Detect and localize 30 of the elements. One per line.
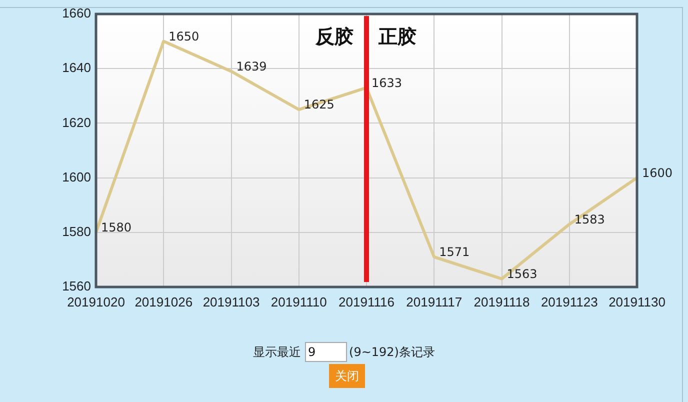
data-label: 1600 <box>642 166 673 180</box>
text: 显示最近 <box>253 344 302 360</box>
data-label: 1583 <box>574 212 605 226</box>
x-tick-label: 20191103 <box>202 294 260 310</box>
number-field: 9 <box>305 342 348 362</box>
data-label: 1650 <box>168 29 200 44</box>
y-tick-label: 1640 <box>62 60 91 76</box>
x-tick-label: 20191110 <box>270 294 327 310</box>
y-tick-label: 1620 <box>62 114 91 130</box>
y-tick-label: 1560 <box>62 278 91 294</box>
data-label: 1633 <box>372 76 402 90</box>
y-tick-label: 1580 <box>62 224 91 239</box>
data-label: 1563 <box>506 266 538 281</box>
annotation: 正胶 <box>378 26 416 48</box>
x-tick-label: 20191118 <box>474 294 530 310</box>
annotation: 反胶 <box>314 26 354 48</box>
x-tick-label: 20191026 <box>134 294 193 310</box>
x-tick-label: 20191117 <box>406 294 462 310</box>
x-tick-label: 20191130 <box>608 294 666 310</box>
x-tick-label: 20191020 <box>67 294 125 310</box>
data-label: 1580 <box>101 220 132 235</box>
data-label: 1639 <box>236 59 267 74</box>
x-tick-label: 20191116 <box>338 294 394 310</box>
y-tick-label: 1660 <box>62 6 91 21</box>
close-button: 关闭 <box>329 364 365 388</box>
x-tick-label: 20191123 <box>540 294 598 310</box>
data-label: 1571 <box>439 245 470 260</box>
data-label: 1625 <box>304 98 334 112</box>
text: (9~192)条记录 <box>349 344 435 360</box>
y-tick-label: 1600 <box>62 169 91 184</box>
